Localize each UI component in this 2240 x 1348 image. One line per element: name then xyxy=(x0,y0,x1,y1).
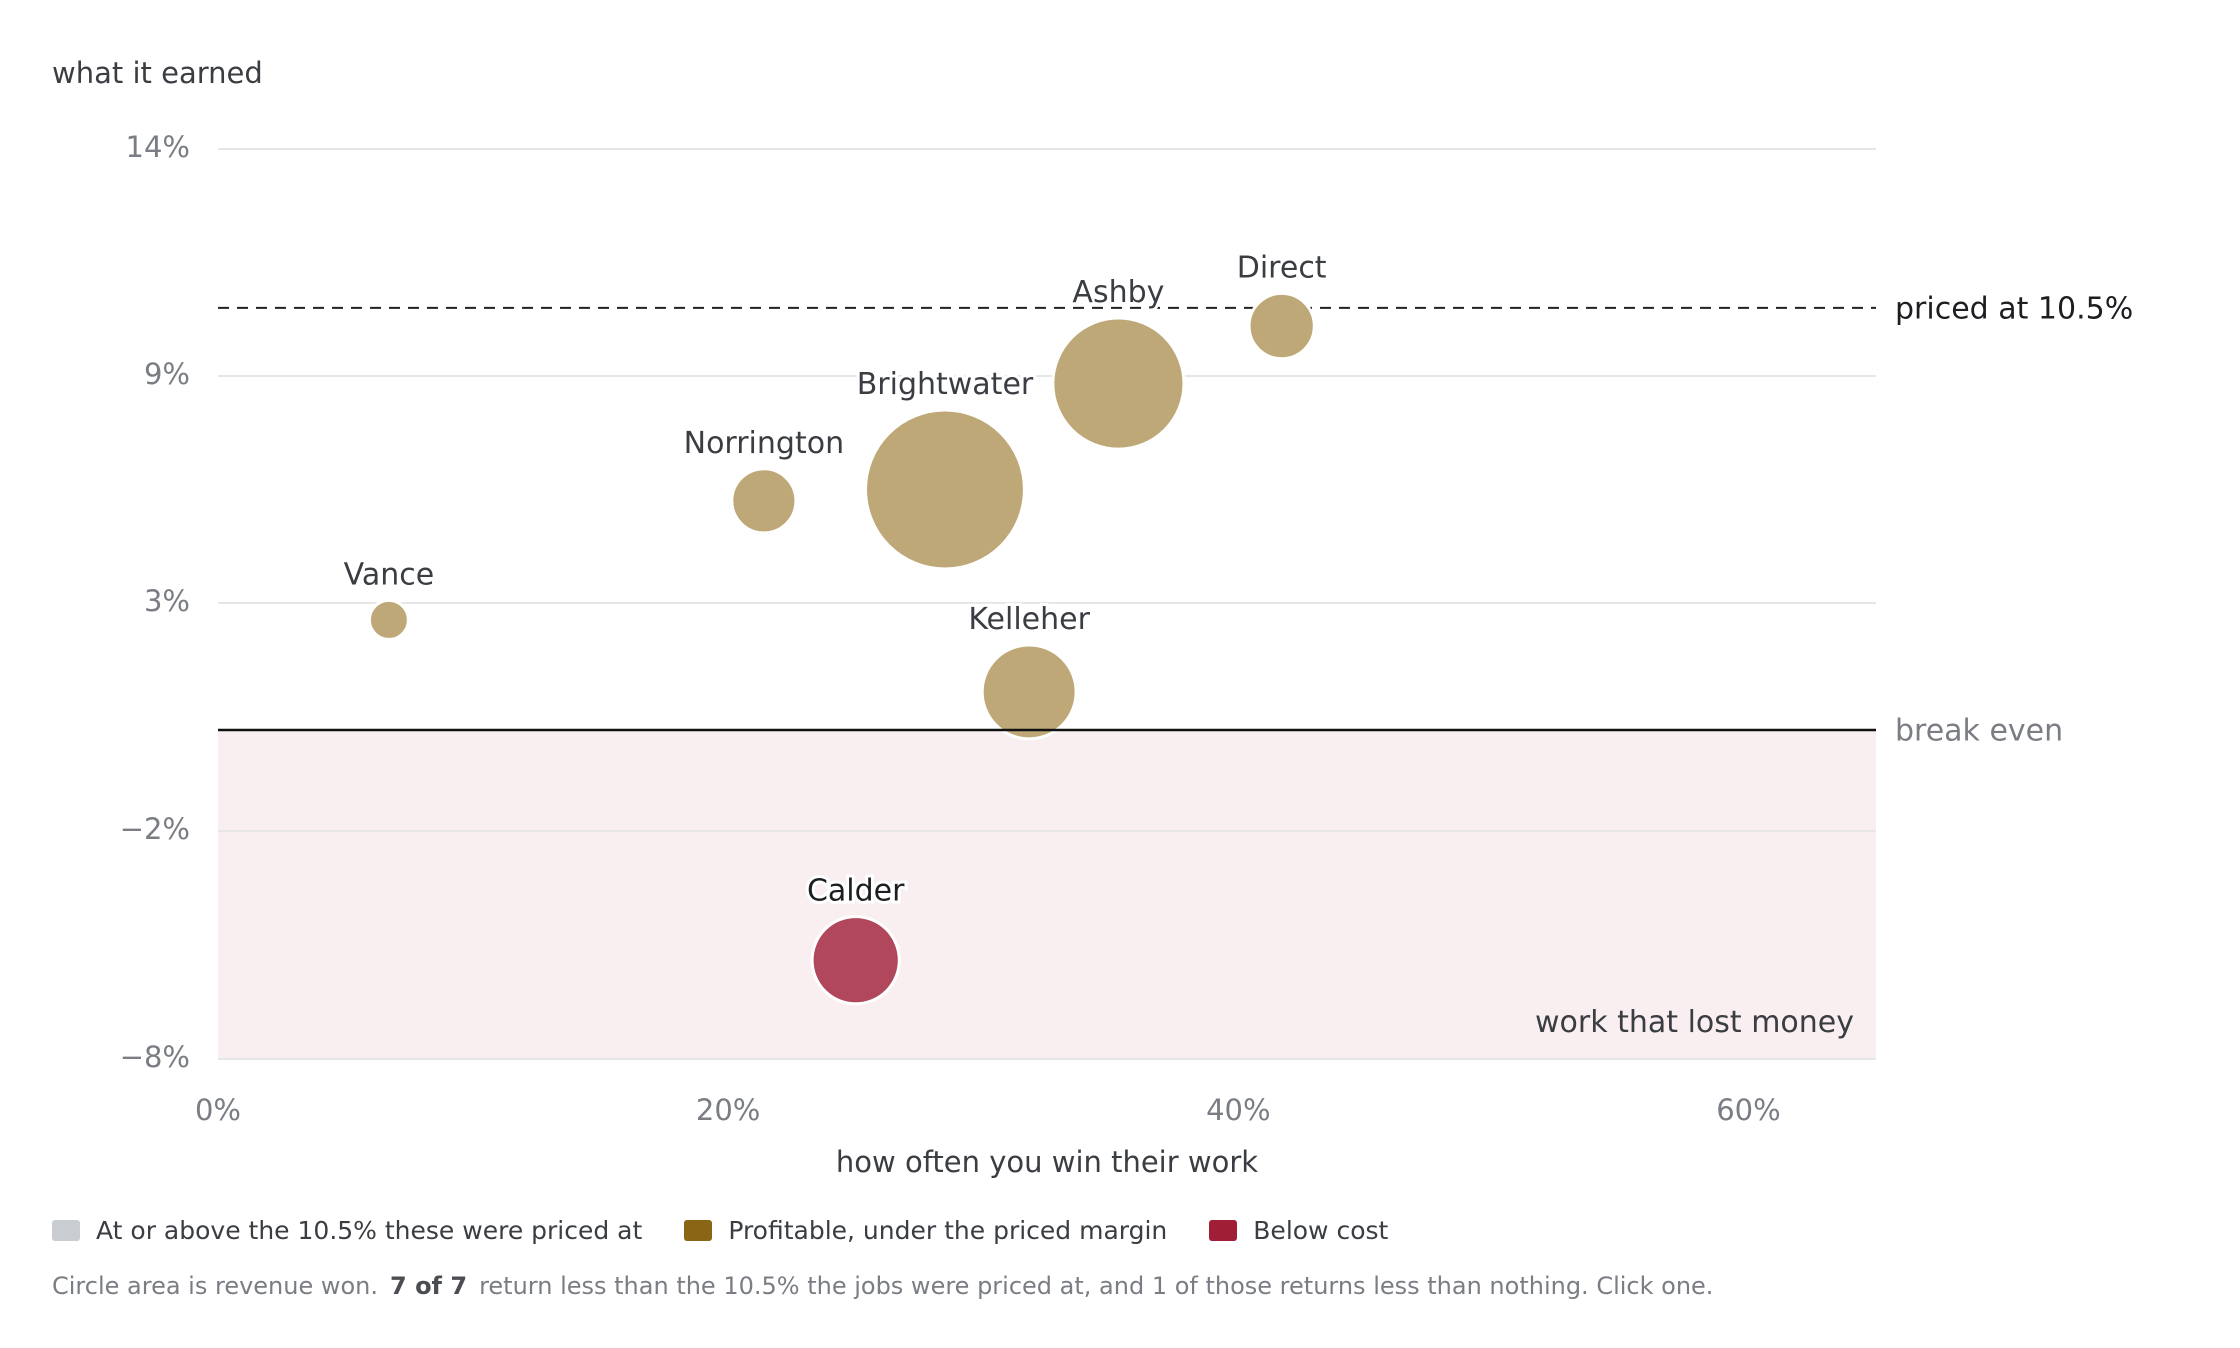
legend-item-profitable[interactable]: Profitable, under the priced margin xyxy=(684,1216,1167,1245)
break-even-label: break even xyxy=(1895,714,2063,749)
legend-swatch-below-cost xyxy=(1209,1220,1238,1241)
x-tick-label: 20% xyxy=(696,1093,760,1127)
x-axis-title: how often you win their work xyxy=(836,1145,1258,1179)
bubble-norrington[interactable] xyxy=(730,467,798,535)
bubble-kelleher[interactable] xyxy=(980,643,1078,741)
y-tick-label: 3% xyxy=(144,584,190,618)
x-tick-label: 60% xyxy=(1716,1093,1780,1127)
bubble-label-direct: Direct xyxy=(1237,250,1327,285)
x-axis-ticks: 0% 20% 40% 60% xyxy=(195,1093,1781,1127)
footnote: Circle area is revenue won. 7 of 7 return … xyxy=(52,1272,1713,1300)
y-tick-label: −8% xyxy=(120,1040,190,1074)
y-tick-label: 14% xyxy=(126,130,190,164)
bubble-label-kelleher: Kelleher xyxy=(968,602,1090,637)
footnote-rest: return less than the 10.5% the jobs were… xyxy=(479,1272,1714,1300)
bubble-label-ashby: Ashby xyxy=(1072,275,1164,310)
x-tick-label: 0% xyxy=(195,1093,241,1127)
bubble-direct[interactable] xyxy=(1247,291,1316,361)
y-axis-title: what it earned xyxy=(52,56,263,90)
y-tick-label: 9% xyxy=(144,357,190,391)
bubble-label-norrington: Norrington xyxy=(684,426,844,461)
legend-swatch-above-priced xyxy=(52,1220,80,1241)
bubble-labels: Vance Norrington Brightwater Ashby Direct Kel… xyxy=(341,247,1330,911)
bubble-vance[interactable] xyxy=(367,598,410,641)
bubble-label-brightwater: Brightwater xyxy=(857,367,1034,402)
legend-item-below-cost[interactable]: Below cost xyxy=(1209,1216,1388,1245)
footnote-count: 7 of 7 xyxy=(390,1272,468,1300)
bubble-brightwater[interactable] xyxy=(864,408,1026,571)
x-tick-label: 40% xyxy=(1206,1093,1270,1127)
legend-label-below-cost: Below cost xyxy=(1253,1216,1389,1245)
legend: At or above the 10.5% these were priced … xyxy=(52,1216,1430,1245)
grid-lines xyxy=(218,148,1876,1060)
legend-label-above-priced: At or above the 10.5% these were priced … xyxy=(96,1216,643,1245)
loss-region-label: work that lost money xyxy=(1535,1005,1854,1040)
legend-swatch-profitable xyxy=(684,1220,713,1241)
loss-region xyxy=(218,730,1876,1059)
bubbles xyxy=(367,291,1316,1006)
y-tick-label: −2% xyxy=(120,812,190,846)
bubble-ashby[interactable] xyxy=(1051,316,1186,451)
bubble-label-vance: Vance xyxy=(344,557,435,592)
priced-reference-label: priced at 10.5% xyxy=(1895,291,2133,326)
legend-label-profitable: Profitable, under the priced margin xyxy=(728,1216,1168,1245)
bubble-label-calder: Calder xyxy=(807,874,905,909)
footnote-intro: Circle area is revenue won. xyxy=(52,1272,379,1300)
bubble-calder[interactable] xyxy=(810,915,901,1006)
legend-item-above-priced[interactable]: At or above the 10.5% these were priced … xyxy=(52,1216,642,1245)
y-axis-ticks: 14% 9% 3% −2% −8% xyxy=(120,130,190,1074)
